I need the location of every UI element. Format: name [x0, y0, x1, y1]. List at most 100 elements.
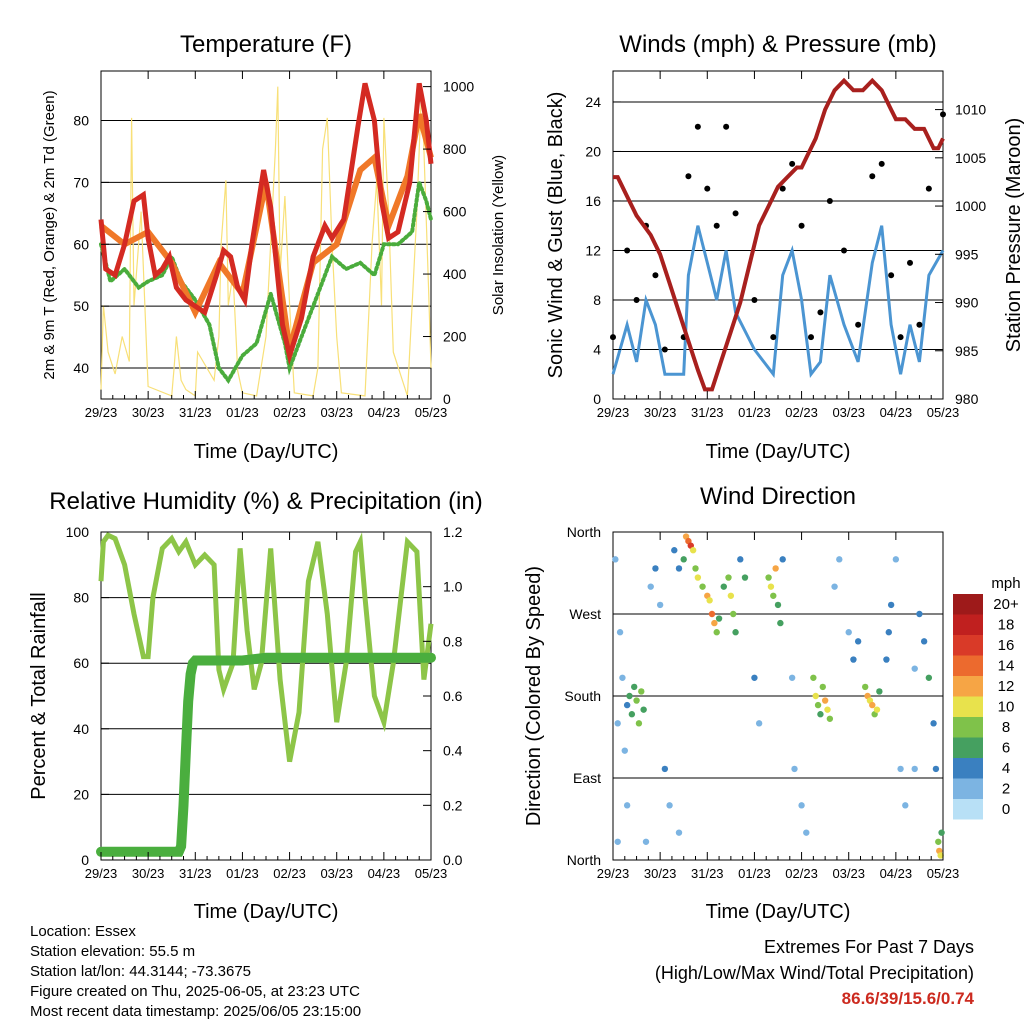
legend-swatch — [953, 676, 983, 697]
x-tick-label: 04/23 — [368, 866, 401, 881]
y2-tick-label: 0 — [443, 391, 451, 407]
y-tick-label: 60 — [73, 236, 89, 252]
y-tick-label: North — [567, 852, 601, 868]
gust-point — [817, 309, 824, 316]
direction-point — [699, 583, 706, 590]
direction-point — [623, 701, 631, 709]
x-tick-label: 31/23 — [179, 866, 212, 881]
x-tick-label: 01/23 — [226, 866, 259, 881]
direction-point — [819, 683, 826, 691]
direction-point — [930, 720, 937, 727]
gust-point — [770, 334, 777, 341]
direction-point — [675, 565, 683, 572]
y-tick-label: 8 — [593, 292, 601, 308]
direction-point — [937, 852, 944, 859]
direction-point — [798, 802, 805, 809]
y-tick-label: 80 — [73, 113, 89, 129]
gust-point — [685, 173, 692, 180]
y2-tick-label: 1005 — [955, 150, 986, 166]
y-tick-label: 20 — [73, 786, 89, 802]
direction-point — [892, 556, 900, 563]
direction-point — [751, 674, 758, 681]
elevation-text: Station elevation: 55.5 m — [30, 943, 196, 960]
temperature-ticks: 29/23 30/23 31/23 01/23 02/23 03/23 04/23 05/23… — [73, 71, 474, 420]
direction-point — [708, 610, 716, 618]
y-tick-label: 24 — [585, 94, 601, 110]
gust-point — [888, 272, 895, 279]
direction-point — [711, 619, 718, 627]
extremes-box: Extremes For Past 7 Days (High/Low/Max W… — [655, 934, 974, 1012]
direction-point — [614, 720, 621, 727]
extremes-subtitle: (High/Low/Max Wind/Total Precipitation) — [654, 963, 974, 983]
direction-point — [616, 629, 624, 636]
speed-legend: mph 20+ 18 16 14 12 10 8 6 4 2 0 — [953, 575, 1021, 820]
direction-point — [911, 765, 918, 773]
gust-point — [779, 185, 786, 192]
direction-point — [640, 706, 647, 713]
direction-point — [777, 619, 784, 627]
direction-point — [869, 701, 876, 709]
y-tick-label: 70 — [73, 174, 89, 190]
direction-point — [814, 701, 822, 709]
direction-point — [647, 583, 654, 590]
direction-point — [623, 802, 631, 809]
wind-direction-grid — [613, 613, 943, 779]
gust-point — [925, 185, 932, 192]
gust-point — [841, 247, 847, 254]
gust-point — [897, 334, 904, 341]
y2-tick-label: 1000 — [955, 198, 986, 214]
gust-point — [652, 272, 659, 279]
x-tick-label: 03/23 — [832, 405, 865, 420]
x-tick-label: 29/23 — [85, 405, 118, 420]
gust-point — [704, 185, 711, 192]
y2-tick-label: 1.2 — [443, 524, 463, 540]
gust-point — [826, 197, 833, 204]
humidity-x-title: Time (Day/UTC) — [194, 901, 339, 923]
legend-label: 4 — [1002, 760, 1010, 777]
winds-ticks: 29/23 30/23 31/23 01/23 02/23 03/23 04/23 05/23… — [585, 71, 986, 420]
x-tick-label: 05/23 — [415, 405, 448, 420]
x-tick-label: 30/23 — [132, 866, 165, 881]
direction-point — [755, 720, 763, 727]
y-tick-label: 4 — [593, 341, 601, 357]
extremes-title: Extremes For Past 7 Days — [763, 937, 974, 957]
y2-tick-label: 800 — [443, 141, 467, 157]
solar-y2-title: Solar Insolation (Yellow) — [490, 155, 507, 315]
gust-point — [855, 321, 862, 328]
y-tick-label: 16 — [585, 193, 601, 209]
x-tick-label: 30/23 — [644, 405, 677, 420]
direction-point — [767, 583, 775, 590]
legend-swatch — [953, 778, 983, 799]
y2-tick-label: 0.8 — [443, 633, 463, 649]
direction-point — [774, 601, 782, 609]
temperature-series — [98, 82, 434, 397]
direction-point — [715, 615, 723, 622]
recent-text: Most recent data timestamp: 2025/06/05 2… — [30, 1003, 362, 1020]
direction-point — [619, 674, 626, 681]
temperature-y-title: 2m & 9m T (Red, Orange) & 2m Td (Green) — [41, 90, 58, 379]
extremes-values: 86.6/39/15.6/0.74 — [841, 989, 974, 1008]
x-tick-label: 30/23 — [132, 405, 165, 420]
humidity-precip-panel: Relative Humidity (%) & Precipitation (i… — [28, 488, 483, 923]
gust-point — [869, 173, 876, 180]
direction-point — [916, 610, 923, 618]
x-tick-label: 30/23 — [644, 866, 677, 881]
wind-direction-title: Wind Direction — [700, 483, 856, 510]
direction-point — [706, 597, 713, 604]
y-tick-label: 100 — [66, 524, 90, 540]
direction-point — [666, 802, 673, 809]
direction-point — [920, 638, 928, 645]
y2-tick-label: 0.2 — [443, 797, 463, 813]
humidity-ticks: 29/23 30/23 31/23 01/23 02/23 03/23 04/23 05/23… — [66, 524, 463, 881]
direction-point — [770, 592, 777, 599]
direction-point — [612, 556, 619, 563]
location-text: Location: Essex — [30, 923, 136, 940]
x-tick-label: 03/23 — [832, 866, 865, 881]
direction-point — [633, 697, 640, 704]
y-tick-label: 12 — [585, 242, 601, 258]
direction-point — [788, 674, 796, 681]
y2-tick-label: 1000 — [443, 79, 474, 95]
direction-point — [628, 711, 636, 718]
temp-2m-line — [98, 82, 434, 366]
